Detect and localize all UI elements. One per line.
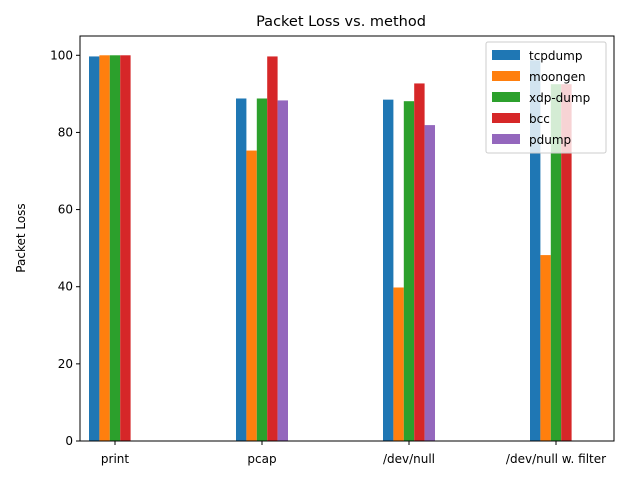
legend-label-xdp-dump: xdp-dump	[529, 91, 590, 105]
y-tick-label-4: 80	[58, 125, 73, 139]
legend-swatch-bcc	[492, 113, 520, 123]
bar-xdp-dump-0	[109, 55, 121, 441]
x-tick-label-3: /dev/null w. filter	[506, 452, 606, 466]
y-tick-label-1: 20	[58, 357, 73, 371]
bar-bcc-3	[561, 84, 572, 442]
legend-label-tcpdump: tcpdump	[529, 49, 582, 63]
bar-xdp-dump-1	[256, 98, 268, 442]
bar-pdump-1	[277, 100, 288, 441]
bar-moongen-2	[393, 287, 404, 441]
legend-swatch-xdp-dump	[492, 92, 520, 102]
plot-area: 0 20 40 60 80 100 print pcap/dev/null/dev/null …	[50, 35, 615, 466]
bar-tcpdump-2	[383, 99, 394, 441]
plot-frame	[79, 35, 615, 442]
bar-moongen-1	[246, 150, 257, 441]
bar-pdump-2	[424, 125, 435, 441]
legend-swatch-moongen	[492, 71, 520, 81]
y-tick-label-0: 0	[65, 434, 73, 448]
legend: tcpdump moongen xdp-dump bcc pdump	[485, 41, 607, 154]
bar-xdp-dump-2	[403, 101, 415, 441]
y-tick-label-3: 60	[58, 203, 73, 217]
bar-bcc-1	[267, 56, 278, 441]
y-tick-label-5: 100	[50, 48, 73, 62]
bar-tcpdump-1	[236, 98, 247, 442]
legend-box	[485, 41, 607, 154]
y-axis-label: Packet Loss	[14, 203, 28, 272]
bar-moongen-3	[540, 255, 551, 441]
bar-tcpdump-3	[530, 60, 541, 442]
bar-bcc-0	[120, 55, 131, 441]
legend-label-moongen: moongen	[529, 70, 586, 84]
bar-moongen-0	[99, 55, 110, 441]
legend-swatch-tcpdump	[492, 50, 520, 60]
x-tick-label-0: print	[101, 452, 129, 466]
chart-title: Packet Loss vs. method	[256, 14, 426, 30]
bar-tcpdump-0	[89, 56, 100, 441]
x-tick-label-2: /dev/null	[383, 452, 435, 466]
bar-xdp-dump-3	[550, 84, 562, 442]
legend-swatch-pdump	[492, 134, 520, 144]
legend-label-bcc: bcc	[529, 112, 550, 126]
bar-bcc-2	[414, 83, 425, 441]
legend-label-pdump: pdump	[529, 133, 571, 147]
y-tick-label-2: 40	[58, 280, 73, 294]
x-tick-label-1: pcap	[247, 452, 276, 466]
